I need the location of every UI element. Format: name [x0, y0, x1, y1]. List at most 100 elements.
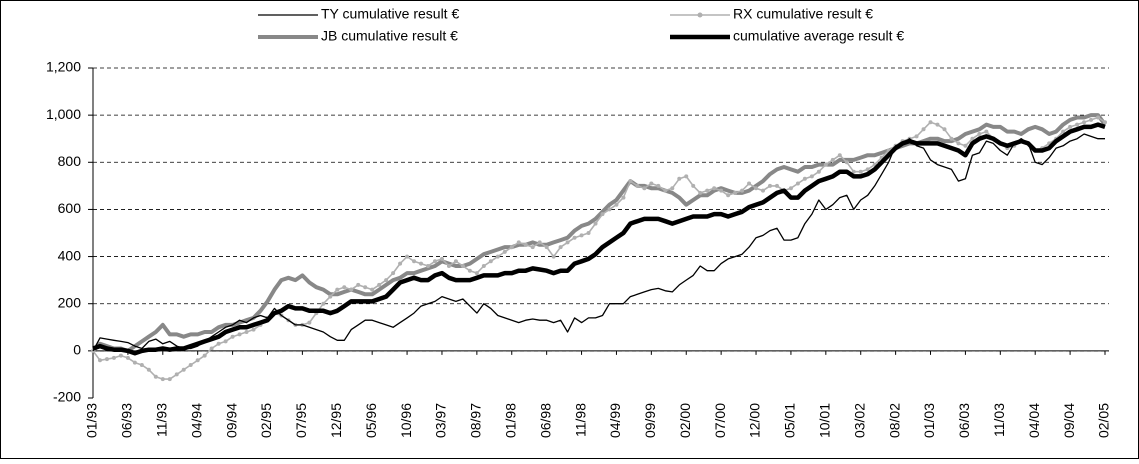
series-marker [823, 162, 828, 167]
x-tick-label: 03/02 [851, 403, 867, 438]
series-marker [523, 242, 528, 247]
x-tick-label: 04/99 [607, 403, 623, 438]
series-marker [202, 353, 207, 358]
series-marker [307, 320, 312, 325]
x-tick-label: 10/01 [817, 403, 833, 438]
series-marker [593, 221, 598, 226]
series-marker [370, 287, 375, 292]
series-marker [642, 186, 647, 191]
series-marker [195, 358, 200, 363]
series-marker [377, 282, 382, 287]
series-marker [579, 233, 584, 238]
series-marker [1061, 129, 1066, 134]
series-marker [474, 271, 479, 276]
x-tick-label: 08/02 [886, 403, 902, 438]
series-marker [432, 259, 437, 264]
series-marker [439, 256, 444, 261]
series-marker [677, 176, 682, 181]
series-marker [914, 134, 919, 139]
series-marker [349, 287, 354, 292]
series-marker [1089, 117, 1094, 122]
series-marker [251, 327, 256, 332]
series-marker [928, 120, 933, 125]
series-marker [670, 186, 675, 191]
series-marker [984, 129, 989, 134]
series-marker [544, 245, 549, 250]
series-marker [663, 188, 668, 193]
series-marker [942, 127, 947, 132]
series-marker [363, 285, 368, 290]
x-tick-label: 05/01 [782, 403, 798, 438]
series-marker [160, 377, 165, 382]
series-marker [419, 261, 424, 266]
series-marker [335, 287, 340, 292]
series-marker [726, 193, 731, 198]
series-marker [146, 367, 151, 372]
series-marker [740, 188, 745, 193]
series-marker [747, 181, 752, 186]
x-tick-label: 08/97 [468, 403, 484, 438]
series-marker [230, 334, 235, 339]
series-marker [795, 181, 800, 186]
series-marker [774, 183, 779, 188]
series-marker [802, 176, 807, 181]
series-marker [1082, 120, 1087, 125]
x-tick-label: 11/93 [153, 403, 169, 437]
x-tick-label: 07/95 [293, 403, 309, 438]
legend-label: cumulative average result € [733, 28, 904, 44]
series-marker [1103, 120, 1107, 125]
series-marker [844, 160, 849, 165]
series-marker [467, 268, 472, 273]
series-marker [858, 169, 863, 174]
series-marker [788, 186, 793, 191]
x-tick-label: 03/97 [433, 403, 449, 438]
series-line [92, 133, 1105, 352]
series-marker [342, 285, 347, 290]
series-marker [705, 188, 710, 193]
legend-label: TY cumulative result € [321, 6, 459, 22]
series-marker [649, 181, 654, 186]
series-marker [1068, 124, 1073, 129]
series-marker [209, 346, 214, 351]
x-tick-label: 06/03 [956, 403, 972, 438]
series-marker [816, 169, 821, 174]
series-marker [851, 169, 856, 174]
x-tick-label: 01/03 [921, 403, 937, 438]
x-tick-label: 11/03 [991, 403, 1007, 437]
series-marker [244, 330, 249, 334]
series-marker [216, 341, 221, 346]
x-tick-label: 04/04 [1026, 403, 1042, 438]
x-tick-label: 01/93 [84, 403, 100, 438]
series-marker [684, 174, 689, 179]
series-marker [223, 339, 228, 344]
series-marker [118, 353, 123, 358]
series-marker [356, 282, 361, 287]
series-marker [1075, 122, 1080, 127]
series-marker [516, 240, 521, 245]
series-marker [530, 245, 535, 250]
x-tick-label: 02/05 [1096, 403, 1112, 438]
series-marker [132, 360, 137, 365]
series-marker [551, 254, 556, 259]
series-marker [865, 167, 870, 172]
series-marker [977, 132, 982, 136]
x-tick-label: 02/95 [258, 403, 274, 438]
series-marker [426, 264, 431, 268]
series-marker [956, 141, 961, 146]
series-marker [837, 153, 842, 158]
y-tick-label: 1,000 [46, 106, 81, 122]
x-tick-label: 05/96 [363, 403, 379, 438]
series-marker [572, 235, 577, 240]
series-marker [733, 190, 738, 195]
x-tick-label: 11/98 [572, 403, 588, 437]
series-marker [153, 374, 158, 379]
x-tick-label: 09/04 [1061, 403, 1077, 438]
series-marker [628, 179, 633, 184]
x-tick-label: 09/94 [223, 403, 239, 438]
x-tick-label: 09/99 [642, 403, 658, 438]
series-marker [935, 122, 940, 127]
series-marker [691, 183, 696, 188]
series-marker [558, 245, 563, 250]
series-marker [181, 367, 186, 372]
series-marker [607, 207, 612, 212]
